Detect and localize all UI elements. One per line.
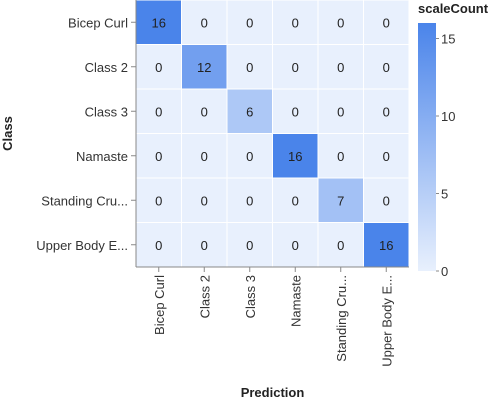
cell-value-r3-c1: 0 [201, 149, 208, 164]
y-axis-title: Class [0, 116, 15, 151]
heatmap-cell-r5-c1 [181, 222, 228, 268]
heatmap-cell-r1-c5 [363, 44, 410, 90]
cell-value-r1-c1: 12 [197, 60, 211, 75]
cell-value-r5-c0: 0 [155, 238, 162, 253]
x-tick-label-class-3: Class 3 [243, 275, 258, 318]
heatmap-cell-r4-c5 [363, 177, 410, 223]
cell-value-r2-c0: 0 [155, 104, 162, 119]
heatmap-cell-r3-c4 [317, 133, 364, 179]
heatmap-cell-r2-c3 [272, 88, 319, 134]
heatmap-cell-r1-c2 [226, 44, 273, 90]
heatmap-cell-r1-c1 [181, 44, 228, 90]
legend-tick-label-5: 5 [441, 187, 448, 202]
heatmap-cell-r1-c0 [135, 44, 182, 90]
legend-title: scaleCount [418, 1, 489, 16]
cell-value-r3-c0: 0 [155, 149, 162, 164]
cell-value-r1-c0: 0 [155, 60, 162, 75]
cell-value-r1-c5: 0 [383, 60, 390, 75]
cell-value-r0-c0: 16 [152, 15, 166, 30]
heatmap-cell-r0-c3 [272, 0, 319, 45]
x-tick-label-class-2: Class 2 [197, 275, 212, 318]
cell-value-r4-c3: 0 [292, 193, 299, 208]
axes [135, 0, 409, 268]
heatmap-cell-r3-c3 [272, 133, 319, 179]
legend-ticks: 0 5 10 15 [436, 32, 455, 279]
cell-value-r3-c4: 0 [337, 149, 344, 164]
cell-value-labels: 16 0 0 0 0 0 0 12 0 0 0 0 0 0 6 0 0 0 0 0 0 16 0 0 0 0 0 0 7 0 0 0 0 0 0 16 [152, 15, 394, 253]
cell-value-r4-c4: 7 [337, 193, 344, 208]
cell-value-r5-c3: 0 [292, 238, 299, 253]
legend-color-bar [418, 23, 436, 271]
cell-value-r3-c2: 0 [246, 149, 253, 164]
cell-value-r4-c0: 0 [155, 193, 162, 208]
x-tick-label-namaste: Namaste [288, 275, 303, 327]
heatmap-cell-r1-c3 [272, 44, 319, 90]
heatmap-cell-r4-c2 [226, 177, 273, 223]
y-tick-label-class-2: Class 2 [85, 60, 128, 75]
cell-value-r0-c2: 0 [246, 15, 253, 30]
cell-value-r2-c2: 6 [246, 104, 253, 119]
cell-value-r2-c4: 0 [337, 104, 344, 119]
heatmap-cell-r3-c1 [181, 133, 228, 179]
cell-value-r5-c2: 0 [246, 238, 253, 253]
heatmap-cell-r5-c5 [363, 222, 410, 268]
legend-tick-label-10: 10 [441, 109, 455, 124]
heatmap-cell-r0-c4 [317, 0, 364, 45]
heatmap-cell-r2-c2 [226, 88, 273, 134]
y-tick-label-class-3: Class 3 [85, 104, 128, 119]
cell-value-r4-c5: 0 [383, 193, 390, 208]
heatmap-cell-r2-c0 [135, 88, 182, 134]
heatmap-cell-r3-c5 [363, 133, 410, 179]
legend-tick-label-15: 15 [441, 32, 455, 47]
y-tick-label-namaste: Namaste [76, 149, 128, 164]
x-axis-ticks: Bicep Curl Class 2 Class 3 Namaste Standing … [152, 267, 394, 367]
heatmap-cell-r3-c0 [135, 133, 182, 179]
cell-value-r5-c1: 0 [201, 238, 208, 253]
x-tick-label-bicep-curl: Bicep Curl [152, 275, 167, 335]
heatmap-cell-r2-c1 [181, 88, 228, 134]
heatmap-cell-r2-c5 [363, 88, 410, 134]
cell-value-r0-c1: 0 [201, 15, 208, 30]
legend-tick-label-0: 0 [441, 264, 448, 279]
x-tick-label-standing-cru: Standing Cru... [334, 275, 349, 362]
y-tick-label-standing-cru: Standing Cru... [41, 193, 128, 208]
heatmap-cell-r0-c2 [226, 0, 273, 45]
heatmap-cell-r2-c4 [317, 88, 364, 134]
x-tick-label-upper-body-e: Upper Body E... [379, 275, 394, 367]
cell-value-r3-c3: 16 [288, 149, 302, 164]
y-tick-label-bicep-curl: Bicep Curl [68, 15, 128, 30]
heatmap-cell-r0-c1 [181, 0, 228, 45]
cell-value-r4-c1: 0 [201, 193, 208, 208]
cell-value-r1-c3: 0 [292, 60, 299, 75]
cell-value-r5-c4: 0 [337, 238, 344, 253]
cell-value-r1-c4: 0 [337, 60, 344, 75]
cell-value-r2-c5: 0 [383, 104, 390, 119]
heatmap-cell-r4-c0 [135, 177, 182, 223]
y-tick-label-upper-body-e: Upper Body E... [36, 238, 128, 253]
heatmap-grid [135, 0, 410, 268]
heatmap-cell-r4-c1 [181, 177, 228, 223]
cell-value-r1-c2: 0 [246, 60, 253, 75]
y-axis-ticks: Bicep Curl Class 2 Class 3 Namaste Standing … [36, 15, 136, 253]
cell-value-r0-c4: 0 [337, 15, 344, 30]
cell-value-r2-c3: 0 [292, 104, 299, 119]
cell-value-r5-c5: 16 [379, 238, 393, 253]
cell-value-r4-c2: 0 [246, 193, 253, 208]
cell-value-r2-c1: 0 [201, 104, 208, 119]
x-axis-title: Prediction [241, 385, 305, 400]
cell-value-r3-c5: 0 [383, 149, 390, 164]
cell-value-r0-c3: 0 [292, 15, 299, 30]
cell-value-r0-c5: 0 [383, 15, 390, 30]
heatmap-cell-r0-c5 [363, 0, 410, 45]
